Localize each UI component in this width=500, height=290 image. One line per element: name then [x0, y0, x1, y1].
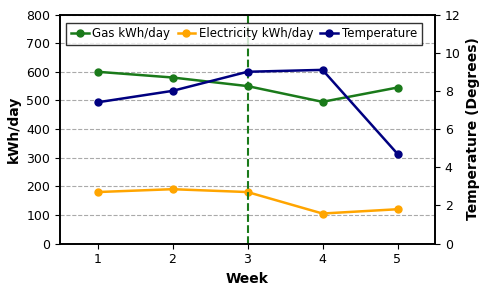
X-axis label: Week: Week: [226, 272, 269, 286]
Electricity kWh/day: [94, 190, 100, 194]
Temperature: [320, 68, 326, 72]
Electricity kWh/day: [320, 212, 326, 215]
Temperature: [394, 152, 400, 156]
Gas kWh/day: [394, 86, 400, 89]
Gas kWh/day: [320, 100, 326, 104]
Y-axis label: kWh/day: kWh/day: [6, 95, 20, 163]
Line: Temperature: Temperature: [94, 66, 401, 157]
Gas kWh/day: [170, 76, 175, 79]
Electricity kWh/day: [244, 190, 250, 194]
Line: Electricity kWh/day: Electricity kWh/day: [94, 186, 401, 217]
Electricity kWh/day: [170, 187, 175, 191]
Gas kWh/day: [94, 70, 100, 74]
Temperature: [244, 70, 250, 74]
Legend: Gas kWh/day, Electricity kWh/day, Temperature: Gas kWh/day, Electricity kWh/day, Temper…: [66, 23, 422, 45]
Y-axis label: Temperature (Degrees): Temperature (Degrees): [466, 38, 480, 220]
Gas kWh/day: [244, 84, 250, 88]
Temperature: [170, 89, 175, 93]
Electricity kWh/day: [394, 208, 400, 211]
Temperature: [94, 101, 100, 104]
Line: Gas kWh/day: Gas kWh/day: [94, 68, 401, 105]
